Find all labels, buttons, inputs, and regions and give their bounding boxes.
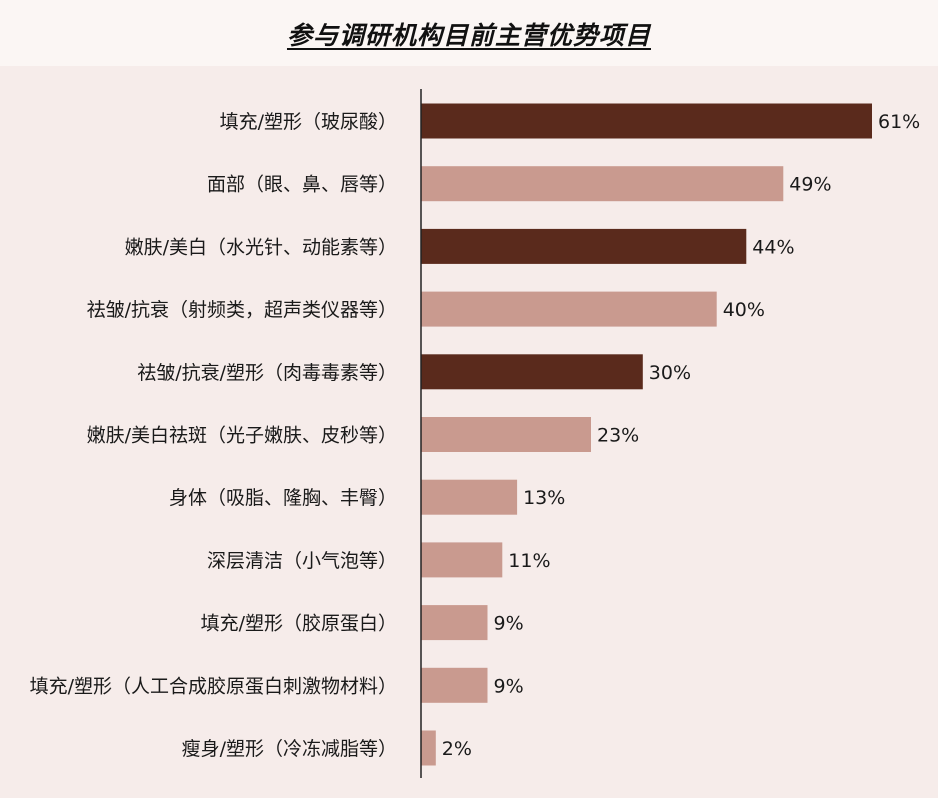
value-label-2: 44% [752,236,794,258]
bar-9 [421,667,488,703]
value-label-5: 23% [597,425,639,447]
bar-3 [421,291,717,327]
bar-5 [421,417,591,452]
category-label-1: 面部（眼、鼻、唇等） [207,174,397,196]
bar-6 [421,479,518,515]
value-label-3: 40% [723,299,765,321]
bar-10 [421,730,436,766]
category-label-4: 祛皱/抗衰/塑形（肉毒毒素等） [137,362,397,384]
category-label-10: 瘦身/塑形（冷冻减脂等） [182,738,397,760]
bar-1 [421,166,784,202]
bar-7 [421,542,503,578]
bar-0 [421,103,872,139]
value-label-9: 9% [494,675,524,697]
category-label-5: 嫩肤/美白祛斑（光子嫩肤、皮秒等） [87,425,397,447]
value-label-0: 61% [878,111,920,133]
category-label-0: 填充/塑形（玻尿酸） [220,111,397,133]
value-label-8: 9% [494,613,524,635]
bar-2 [421,228,747,264]
value-label-6: 13% [523,487,565,509]
bar-8 [421,605,488,641]
value-label-4: 30% [649,362,691,384]
value-label-1: 49% [789,174,831,196]
chart-title: 参与调研机构目前主营优势项目 [286,21,651,50]
category-label-6: 身体（吸脂、隆胸、丰臀） [169,487,397,509]
category-label-3: 祛皱/抗衰（射频类，超声类仪器等） [87,299,397,321]
value-label-10: 2% [442,738,472,760]
category-label-8: 填充/塑形（胶原蛋白） [201,613,397,635]
bar-4 [421,354,643,390]
title-bar [0,0,938,66]
category-label-7: 深层清洁（小气泡等） [207,550,397,572]
value-label-7: 11% [508,550,550,572]
category-label-9: 填充/塑形（人工合成胶原蛋白刺激物材料） [30,675,397,697]
category-label-2: 嫩肤/美白（水光针、动能素等） [125,236,397,258]
